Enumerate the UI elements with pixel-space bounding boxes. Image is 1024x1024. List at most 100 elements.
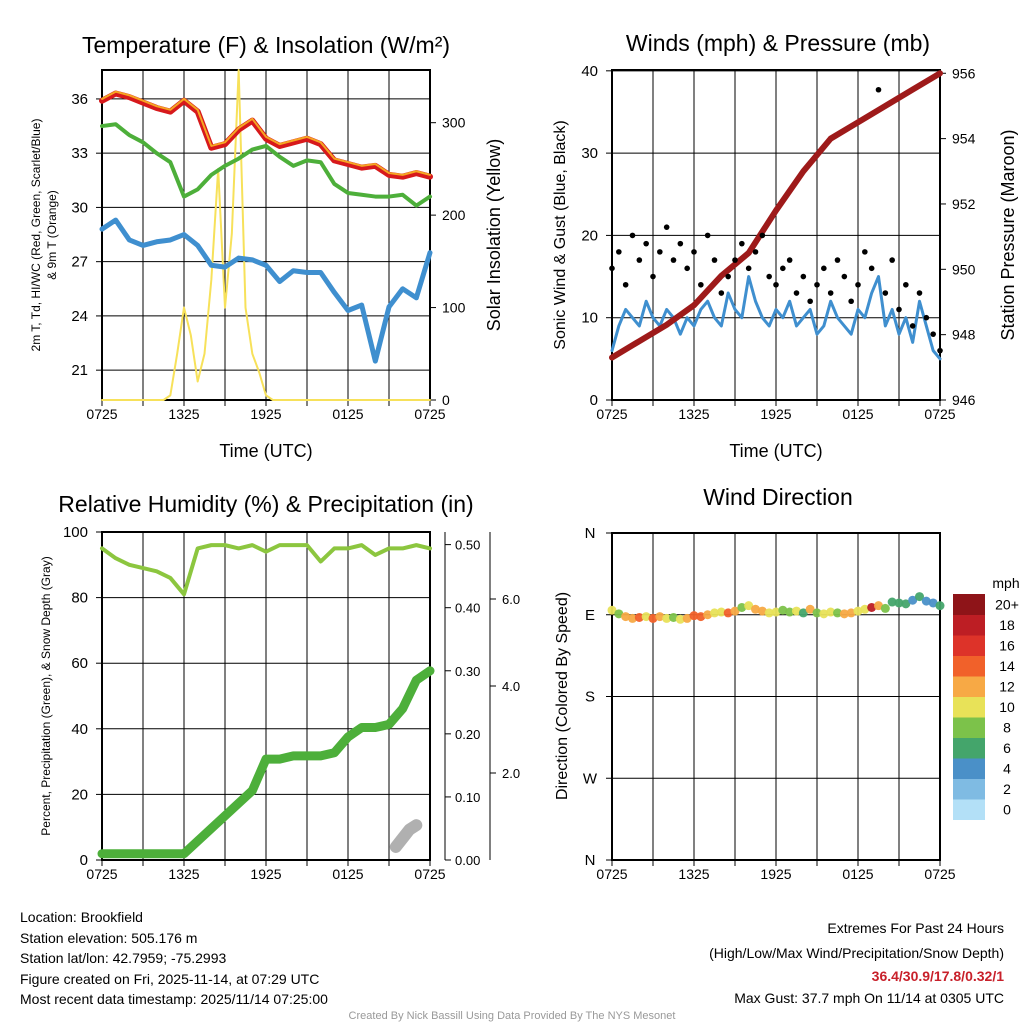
colorbar-swatch [953,696,985,718]
gust-point [814,281,820,288]
y-tick-label: 40 [581,63,598,80]
gust-point [821,265,827,272]
x-tick-label: 0125 [842,406,873,422]
gust-point [684,265,690,272]
x-tick-label: 1325 [678,406,709,422]
colorbar-label: 12 [999,678,1015,694]
x-tick-label: 1925 [760,866,791,882]
direction-point [901,599,911,609]
colorbar-label: 14 [999,658,1015,674]
plot-frame [101,69,431,401]
temperature-chart-title: Temperature (F) & Insolation (W/m²) [82,32,450,58]
gust-point [643,240,649,247]
x-tick-label: 0125 [842,866,873,882]
colorbar-swatch [953,594,985,615]
gust-point [636,257,643,263]
gust-point [834,257,841,263]
direction-point [874,601,883,611]
humidity-chart-title: Relative Humidity (%) & Precipitation (i… [58,491,473,517]
location-text: Location: Brookfield [20,909,143,925]
plot-frame [611,532,941,861]
colorbar-swatch [953,758,985,779]
y2-tick-label: 0 [442,392,450,408]
x-tick-label: 1925 [250,866,281,882]
x-tick-label: 0725 [414,866,445,882]
gust-point [827,290,834,296]
colorbar-label: 20+ [995,596,1019,612]
colorbar-title: mph [992,575,1019,591]
extremes-title: Extremes For Past 24 Hours [827,920,1004,936]
extremes-subtitle: (High/Low/Max Wind/Precipitation/Snow De… [709,945,1004,961]
y-tick-label: 0 [590,392,598,409]
gust-point [766,273,772,280]
colorbar-label: 16 [999,637,1015,653]
temperature-9m-line [101,90,431,176]
gust-point [855,281,861,288]
gust-point [609,265,615,272]
direction-point [634,612,644,622]
plot-frame [101,531,431,861]
x-tick-label: 1925 [250,406,281,422]
wind-direction-chart-title: Wind Direction [703,484,853,510]
direction-point [785,607,795,617]
recent-data-text: Most recent data timestamp: 2025/11/14 0… [20,991,328,1007]
direction-point [894,598,904,608]
direction-point [669,612,678,622]
direction-point [710,608,719,618]
direction-point [805,604,815,614]
y-tick-label: 33 [71,145,88,162]
y2-tick-label: 0.20 [455,727,480,742]
y2-tick-label: 952 [952,196,976,212]
direction-point [730,606,740,616]
direction-point [723,608,733,618]
gust-point [875,86,882,93]
humidity-line [100,543,432,597]
direction-point [908,595,918,605]
y-tick-label: N [585,852,596,869]
gust-point [745,265,752,272]
colorbar-swatch [953,614,985,636]
elevation-text: Station elevation: 505.176 m [20,930,197,946]
direction-point [751,604,760,614]
pressure-y2label: Station Pressure (Maroon) [998,129,1018,340]
gust-point [616,249,622,255]
y2-tick-label: 946 [952,392,976,408]
y2-tick-label: 954 [952,131,976,147]
y-tick-label: 0 [80,852,88,869]
direction-point [860,604,870,614]
direction-point [621,612,631,622]
y-tick-label: 30 [71,199,88,216]
direction-point [839,609,849,619]
snow-depth-line [389,819,423,853]
direction-point [812,608,822,618]
x-tick-label: 0725 [86,866,117,882]
direction-point [880,603,890,613]
colorbar-swatch [953,799,985,820]
x-tick-label: 0125 [332,866,363,882]
direction-point [921,596,931,606]
gust-point [629,232,636,239]
direction-point [696,612,706,622]
y2-tick-label: 0.50 [455,538,480,553]
colorbar-swatch [953,655,985,677]
winds-xlabel: Time (UTC) [729,441,822,461]
gust-point [889,257,895,263]
y-tick-label: W [583,770,598,787]
gust-point [780,265,786,272]
gust-point [670,257,677,263]
solar-line [101,69,431,401]
x-tick-label: 0725 [596,406,627,422]
y-tick-label: 24 [71,308,88,325]
max-gust-text: Max Gust: 37.7 mph On 11/14 at 0305 UTC [734,990,1004,1006]
gust-point [848,298,854,305]
humidity-ylabel: Percent, Precipitation (Green), & Snow D… [39,556,53,835]
credit-text: Created By Nick Bassill Using Data Provi… [349,1010,676,1022]
direction-point [826,607,836,617]
colorbar-label: 18 [999,617,1015,633]
colorbar-swatch [953,635,985,656]
gust-point [903,281,909,288]
direction-point [737,602,747,612]
direction-point [833,608,842,618]
solar-y2label: Solar Insolation (Yellow) [484,139,504,331]
